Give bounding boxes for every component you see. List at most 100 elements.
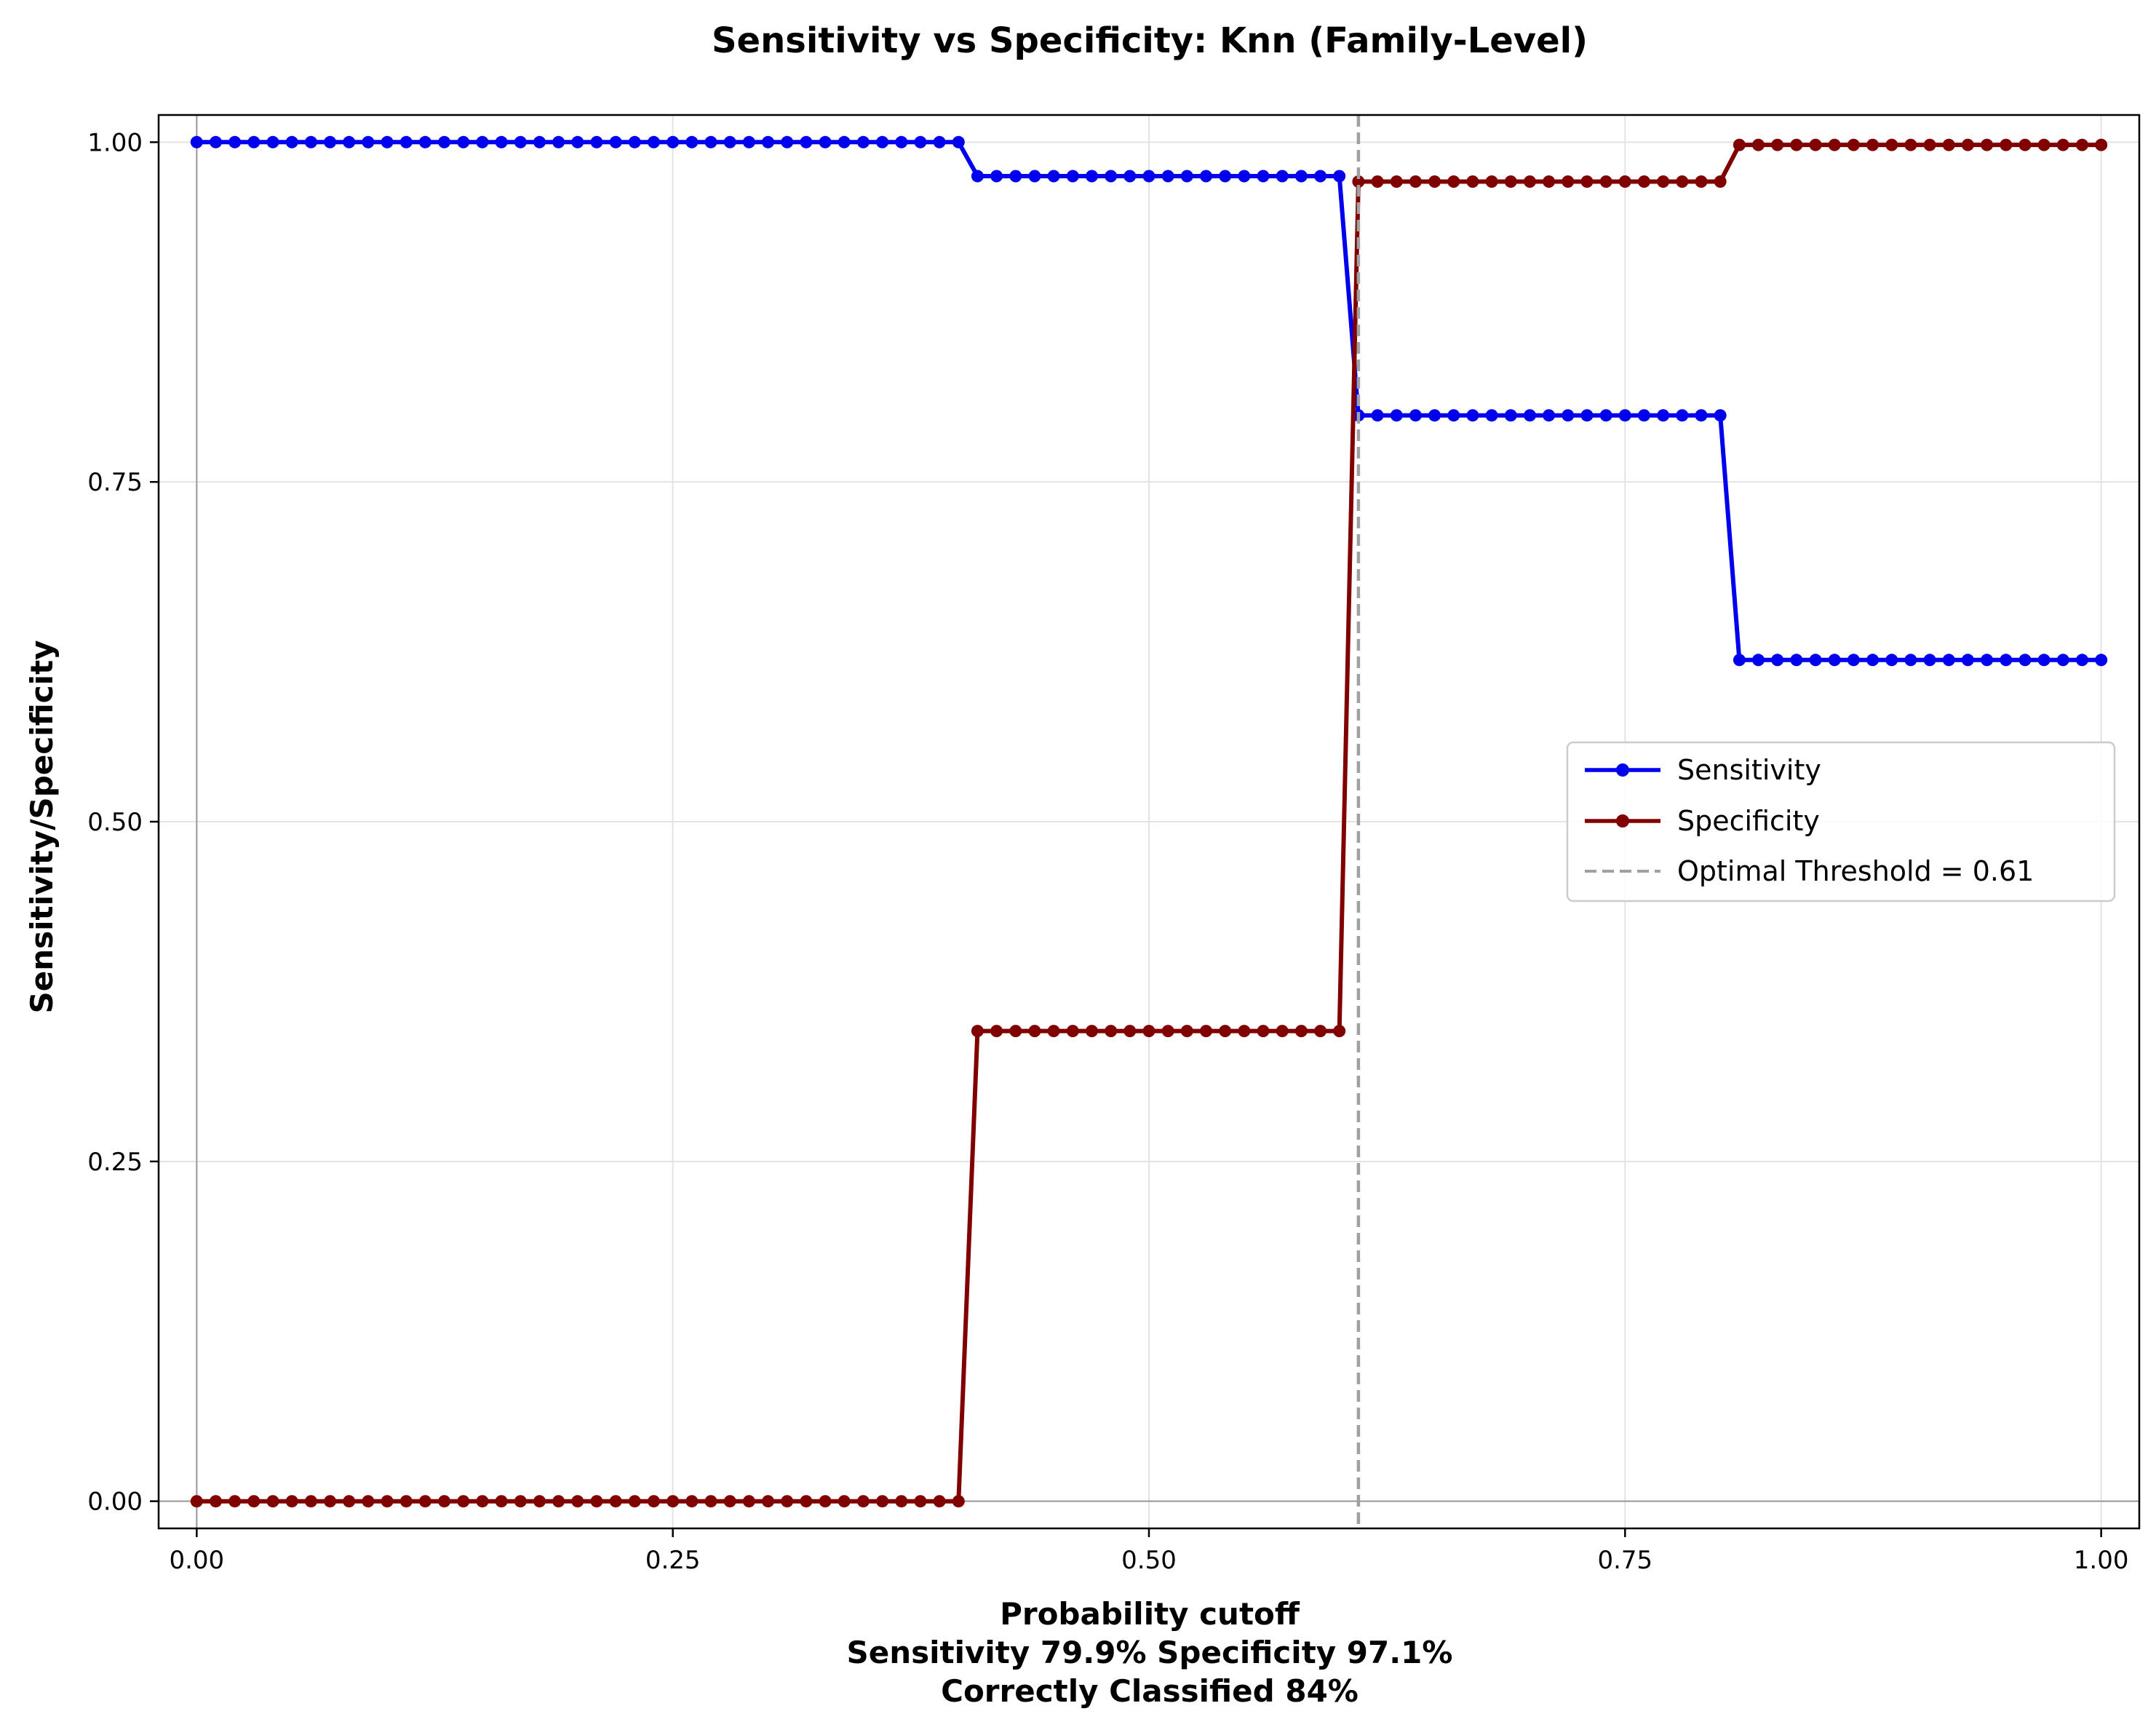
point-specificity-96 bbox=[2018, 138, 2032, 151]
point-specificity-11 bbox=[399, 1495, 413, 1508]
y-tick-label-4: 1.00 bbox=[87, 128, 143, 157]
point-sensitivity-81 bbox=[1733, 654, 1746, 667]
point-specificity-19 bbox=[552, 1495, 565, 1508]
point-sensitivity-93 bbox=[1961, 654, 1974, 667]
point-specificity-78 bbox=[1676, 175, 1689, 188]
point-specificity-55 bbox=[1238, 1025, 1251, 1038]
y-tick-label-3: 0.75 bbox=[87, 468, 143, 497]
point-specificity-33 bbox=[819, 1495, 832, 1508]
point-sensitivity-68 bbox=[1485, 409, 1498, 422]
point-specificity-12 bbox=[418, 1495, 431, 1508]
point-sensitivity-75 bbox=[1618, 409, 1631, 422]
point-sensitivity-69 bbox=[1504, 409, 1517, 422]
x-axis-label-line-2: Correctly Classified 84% bbox=[941, 1673, 1359, 1709]
point-sensitivity-94 bbox=[1981, 654, 1994, 667]
point-specificity-3 bbox=[247, 1495, 260, 1508]
point-specificity-60 bbox=[1333, 1025, 1346, 1038]
point-specificity-46 bbox=[1066, 1025, 1079, 1038]
y-axis-label: Sensitivity/Specificity bbox=[24, 640, 60, 1013]
point-sensitivity-51 bbox=[1161, 170, 1174, 183]
point-specificity-31 bbox=[781, 1495, 794, 1508]
point-sensitivity-34 bbox=[838, 135, 851, 148]
point-specificity-86 bbox=[1828, 138, 1841, 151]
point-sensitivity-95 bbox=[2000, 654, 2013, 667]
point-sensitivity-41 bbox=[971, 170, 984, 183]
x-axis-ticks: 0.00 0.25 0.50 0.75 1.00 bbox=[169, 1528, 2129, 1575]
point-sensitivity-55 bbox=[1238, 170, 1251, 183]
point-sensitivity-7 bbox=[324, 135, 337, 148]
x-axis-label: Probability cutoff bbox=[1000, 1596, 1300, 1632]
point-sensitivity-14 bbox=[457, 135, 470, 148]
point-sensitivity-40 bbox=[952, 135, 965, 148]
point-specificity-52 bbox=[1180, 1025, 1193, 1038]
x-tick-label-4: 1.00 bbox=[2074, 1546, 2129, 1575]
y-tick-label-1: 0.25 bbox=[87, 1148, 143, 1177]
point-specificity-99 bbox=[2076, 138, 2088, 151]
point-specificity-45 bbox=[1047, 1025, 1060, 1038]
point-sensitivity-36 bbox=[876, 135, 889, 148]
point-sensitivity-99 bbox=[2076, 654, 2088, 667]
point-specificity-28 bbox=[723, 1495, 736, 1508]
legend-label-threshold: Optimal Threshold = 0.61 bbox=[1677, 855, 2034, 887]
point-sensitivity-87 bbox=[1847, 654, 1860, 667]
point-specificity-64 bbox=[1409, 175, 1422, 188]
point-specificity-100 bbox=[2095, 138, 2108, 151]
x-tick-label-2: 0.50 bbox=[1121, 1546, 1177, 1575]
point-specificity-32 bbox=[800, 1495, 813, 1508]
point-specificity-4 bbox=[266, 1495, 279, 1508]
point-specificity-38 bbox=[914, 1495, 927, 1508]
point-specificity-85 bbox=[1809, 138, 1822, 151]
point-specificity-84 bbox=[1790, 138, 1803, 151]
point-sensitivity-60 bbox=[1333, 170, 1346, 183]
point-sensitivity-27 bbox=[704, 135, 717, 148]
point-sensitivity-4 bbox=[266, 135, 279, 148]
point-specificity-39 bbox=[933, 1495, 946, 1508]
point-specificity-76 bbox=[1638, 175, 1650, 188]
point-sensitivity-56 bbox=[1257, 170, 1270, 183]
point-specificity-26 bbox=[685, 1495, 699, 1508]
point-specificity-22 bbox=[609, 1495, 622, 1508]
point-specificity-49 bbox=[1123, 1025, 1137, 1038]
legend-marker-sensitivity bbox=[1616, 763, 1629, 777]
point-sensitivity-90 bbox=[1904, 654, 1917, 667]
point-sensitivity-16 bbox=[495, 135, 508, 148]
point-sensitivity-8 bbox=[343, 135, 356, 148]
point-sensitivity-39 bbox=[933, 135, 946, 148]
point-specificity-54 bbox=[1219, 1025, 1232, 1038]
point-sensitivity-72 bbox=[1562, 409, 1575, 422]
point-specificity-63 bbox=[1390, 175, 1403, 188]
point-sensitivity-12 bbox=[418, 135, 431, 148]
point-sensitivity-73 bbox=[1580, 409, 1594, 422]
x-tick-label-0: 0.00 bbox=[169, 1546, 224, 1575]
point-sensitivity-33 bbox=[819, 135, 832, 148]
point-specificity-40 bbox=[952, 1495, 965, 1508]
point-specificity-24 bbox=[648, 1495, 660, 1508]
point-sensitivity-35 bbox=[856, 135, 870, 148]
point-specificity-93 bbox=[1961, 138, 1974, 151]
point-specificity-72 bbox=[1562, 175, 1575, 188]
point-specificity-50 bbox=[1142, 1025, 1155, 1038]
point-specificity-65 bbox=[1428, 175, 1441, 188]
point-specificity-90 bbox=[1904, 138, 1917, 151]
point-sensitivity-57 bbox=[1276, 170, 1289, 183]
legend-frame bbox=[1566, 741, 2116, 902]
point-sensitivity-38 bbox=[914, 135, 927, 148]
x-tick-label-1: 0.25 bbox=[645, 1546, 701, 1575]
point-specificity-77 bbox=[1657, 175, 1670, 188]
point-sensitivity-15 bbox=[476, 135, 489, 148]
point-sensitivity-47 bbox=[1086, 170, 1098, 183]
point-sensitivity-88 bbox=[1866, 654, 1879, 667]
y-tick-label-0: 0.00 bbox=[87, 1488, 143, 1517]
point-sensitivity-28 bbox=[723, 135, 736, 148]
point-sensitivity-22 bbox=[609, 135, 622, 148]
point-specificity-10 bbox=[381, 1495, 394, 1508]
point-sensitivity-1 bbox=[210, 135, 222, 148]
point-specificity-59 bbox=[1314, 1025, 1327, 1038]
point-specificity-16 bbox=[495, 1495, 508, 1508]
point-sensitivity-48 bbox=[1105, 170, 1118, 183]
chart-title: Sensitivity vs Specificity: Knn (Family-… bbox=[712, 20, 1588, 61]
point-sensitivity-31 bbox=[781, 135, 794, 148]
x-tick-label-3: 0.75 bbox=[1597, 1546, 1652, 1575]
point-specificity-73 bbox=[1580, 175, 1594, 188]
point-sensitivity-42 bbox=[990, 170, 1003, 183]
